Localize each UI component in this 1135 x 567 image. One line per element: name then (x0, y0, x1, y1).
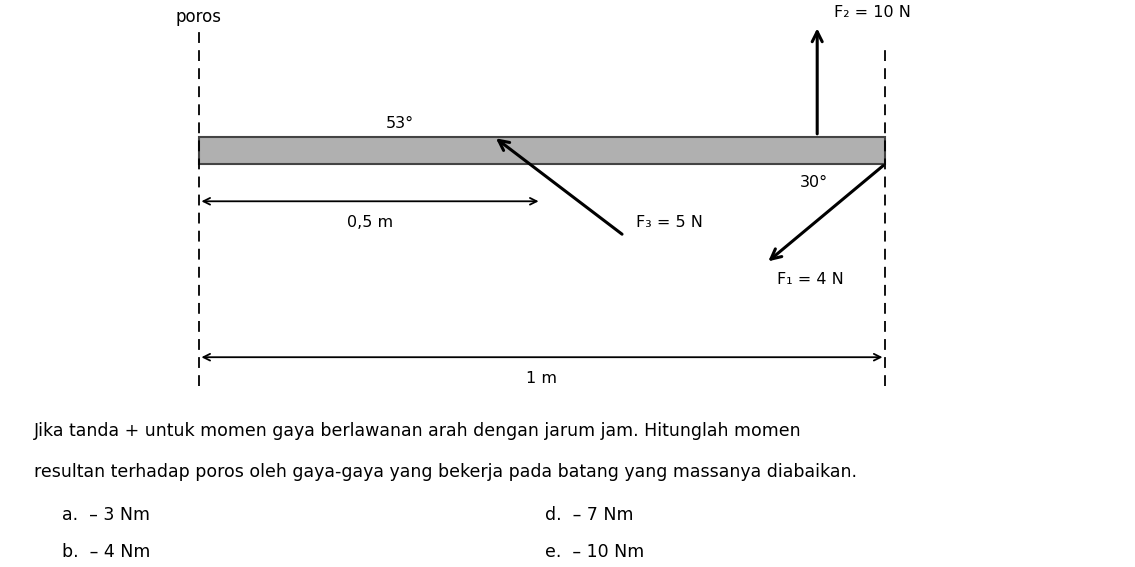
Text: 30°: 30° (800, 175, 829, 190)
Text: 0,5 m: 0,5 m (347, 215, 393, 230)
Text: F₁ = 4 N: F₁ = 4 N (777, 272, 844, 286)
Text: F₃ = 5 N: F₃ = 5 N (636, 215, 703, 230)
Text: Jika tanda + untuk momen gaya berlawanan arah dengan jarum jam. Hitunglah momen: Jika tanda + untuk momen gaya berlawanan… (34, 422, 801, 441)
Text: resultan terhadap poros oleh gaya-gaya yang bekerja pada batang yang massanya di: resultan terhadap poros oleh gaya-gaya y… (34, 463, 857, 481)
Text: b.  – 4 Nm: b. – 4 Nm (62, 543, 151, 561)
Text: a.  – 3 Nm: a. – 3 Nm (62, 506, 151, 524)
Text: F₂ = 10 N: F₂ = 10 N (834, 5, 911, 20)
Text: 1 m: 1 m (527, 371, 557, 386)
Text: 53°: 53° (386, 116, 414, 131)
FancyBboxPatch shape (199, 137, 885, 164)
Text: e.  – 10 Nm: e. – 10 Nm (545, 543, 644, 561)
Text: d.  – 7 Nm: d. – 7 Nm (545, 506, 633, 524)
Text: poros: poros (176, 7, 222, 26)
